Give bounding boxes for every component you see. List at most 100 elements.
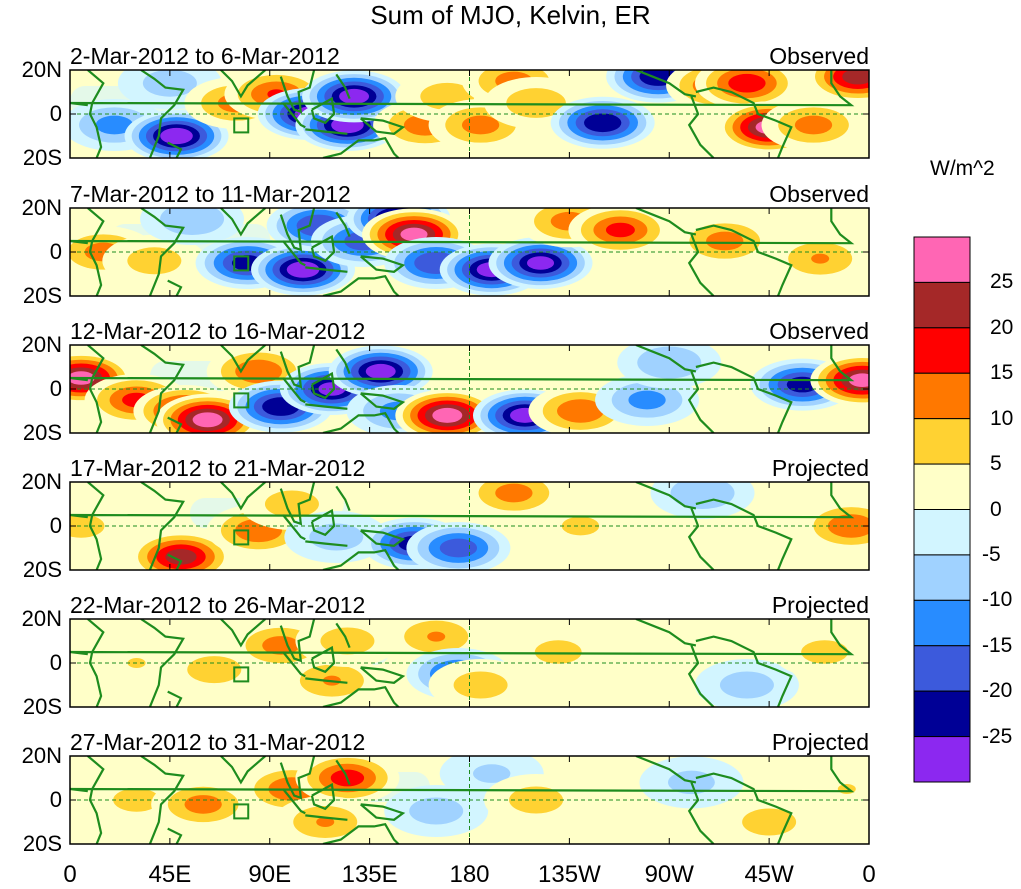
coastline: [167, 416, 183, 433]
lat-tick-label: 20S: [22, 283, 62, 308]
anomaly-core: [438, 410, 457, 421]
coastline: [310, 645, 336, 674]
colorbar-tick-label: 5: [990, 452, 1002, 476]
colorbar: [913, 236, 971, 783]
coastline: [687, 96, 715, 158]
anomaly-core: [271, 401, 290, 412]
region-box: [233, 666, 250, 683]
colorbar-tick-label: -5: [982, 542, 1001, 566]
panel-4: [69, 481, 870, 571]
coastline: [167, 279, 183, 296]
coastline: [635, 345, 697, 373]
anomaly-core: [427, 806, 446, 816]
anomaly-core: [249, 525, 268, 536]
anomaly-core: [571, 406, 590, 416]
lat-tick-label: 20N: [21, 469, 62, 494]
coastline: [282, 788, 306, 815]
colorbar-tick-label: 10: [990, 406, 1014, 430]
coastline: [322, 136, 400, 158]
chart-title: Sum of MJO, Kelvin, ER: [370, 0, 651, 30]
lat-tick-label: 0: [49, 787, 62, 812]
anomaly-core: [471, 680, 490, 690]
panel-period-label: 2-Mar-2012 to 6-Mar-2012: [70, 43, 340, 69]
lat-tick-label: 20N: [21, 332, 62, 357]
coastline: [279, 345, 316, 389]
panel-period-label: 12-Mar-2012 to 16-Mar-2012: [70, 318, 366, 344]
coastline: [359, 803, 406, 821]
coastline: [87, 208, 105, 296]
colorbar-units: W/m^2: [930, 157, 995, 180]
panel-1: [69, 69, 870, 159]
colorbar-tick-label: 15: [990, 361, 1014, 385]
coastline: [305, 128, 348, 135]
coastline: [87, 619, 105, 707]
coastline: [359, 529, 406, 547]
coastline: [687, 782, 715, 844]
anomaly-core: [345, 91, 364, 102]
lat-tick-label: 0: [49, 650, 62, 675]
anomaly-core: [249, 366, 268, 377]
coastline: [310, 508, 336, 537]
coastline: [140, 208, 185, 296]
lat-tick-label: 0: [49, 239, 62, 264]
anomaly-core: [145, 255, 164, 266]
coastline: [282, 377, 306, 404]
coastline: [305, 677, 348, 684]
anomaly-core: [649, 71, 668, 82]
anomaly-core: [105, 120, 124, 130]
coastline: [167, 553, 183, 570]
colorbar-swatch: [913, 645, 971, 692]
coastline: [220, 345, 267, 374]
coastline: [635, 756, 697, 784]
colorbar-tick-label: -15: [982, 633, 1013, 657]
coastline: [279, 756, 316, 800]
anomaly-core: [205, 664, 224, 675]
colorbar-tick-label: -10: [982, 588, 1013, 612]
coastline: [335, 348, 351, 375]
colorbar-swatch: [913, 418, 971, 465]
lon-tick-label: 135W: [538, 861, 601, 888]
lat-tick-label: 20N: [21, 606, 62, 631]
anomaly-core: [611, 225, 630, 235]
anomaly-core: [371, 366, 390, 377]
panel-status-label: Projected: [771, 592, 869, 618]
coastline: [322, 274, 400, 296]
anomaly-core: [271, 640, 290, 651]
panel-status-label: Observed: [769, 181, 869, 207]
lat-tick-label: 0: [49, 513, 62, 538]
coastline: [70, 345, 855, 382]
colorbar-swatch: [913, 736, 971, 783]
anomaly-core: [527, 98, 546, 108]
panel-6: [69, 755, 870, 845]
panel-status-label: Observed: [769, 318, 869, 344]
coastline: [140, 619, 185, 707]
colorbar-swatch: [913, 327, 971, 374]
lat-tick-label: 20S: [22, 557, 62, 582]
anomaly-core: [316, 817, 335, 827]
coastline: [305, 814, 348, 821]
anomaly-core: [737, 680, 756, 690]
colorbar-swatch: [913, 463, 971, 511]
coastline: [140, 345, 185, 433]
region-box: [233, 117, 250, 134]
anomaly-core: [327, 532, 346, 542]
coastline: [279, 619, 316, 663]
anomaly-core: [527, 795, 546, 805]
lon-tick-label: 135E: [341, 861, 398, 888]
anomaly-core: [793, 379, 812, 390]
coastline: [140, 482, 185, 570]
colorbar-swatch: [913, 509, 971, 556]
lat-tick-label: 0: [49, 101, 62, 126]
coastline: [322, 548, 400, 570]
colorbar-tick-label: -20: [982, 679, 1013, 703]
anomaly-core: [760, 817, 779, 827]
coastline: [322, 685, 400, 707]
coastline: [220, 208, 267, 237]
region-box: [233, 392, 250, 409]
lat-tick-label: 20S: [22, 420, 62, 445]
anomaly-core: [842, 521, 861, 531]
anomaly-core: [593, 117, 612, 128]
anomaly-core: [848, 71, 867, 82]
coastline: [305, 266, 348, 273]
